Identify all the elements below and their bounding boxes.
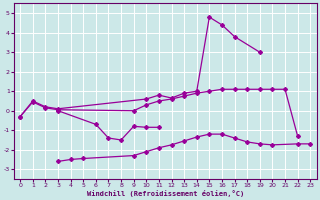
X-axis label: Windchill (Refroidissement éolien,°C): Windchill (Refroidissement éolien,°C): [87, 190, 244, 197]
